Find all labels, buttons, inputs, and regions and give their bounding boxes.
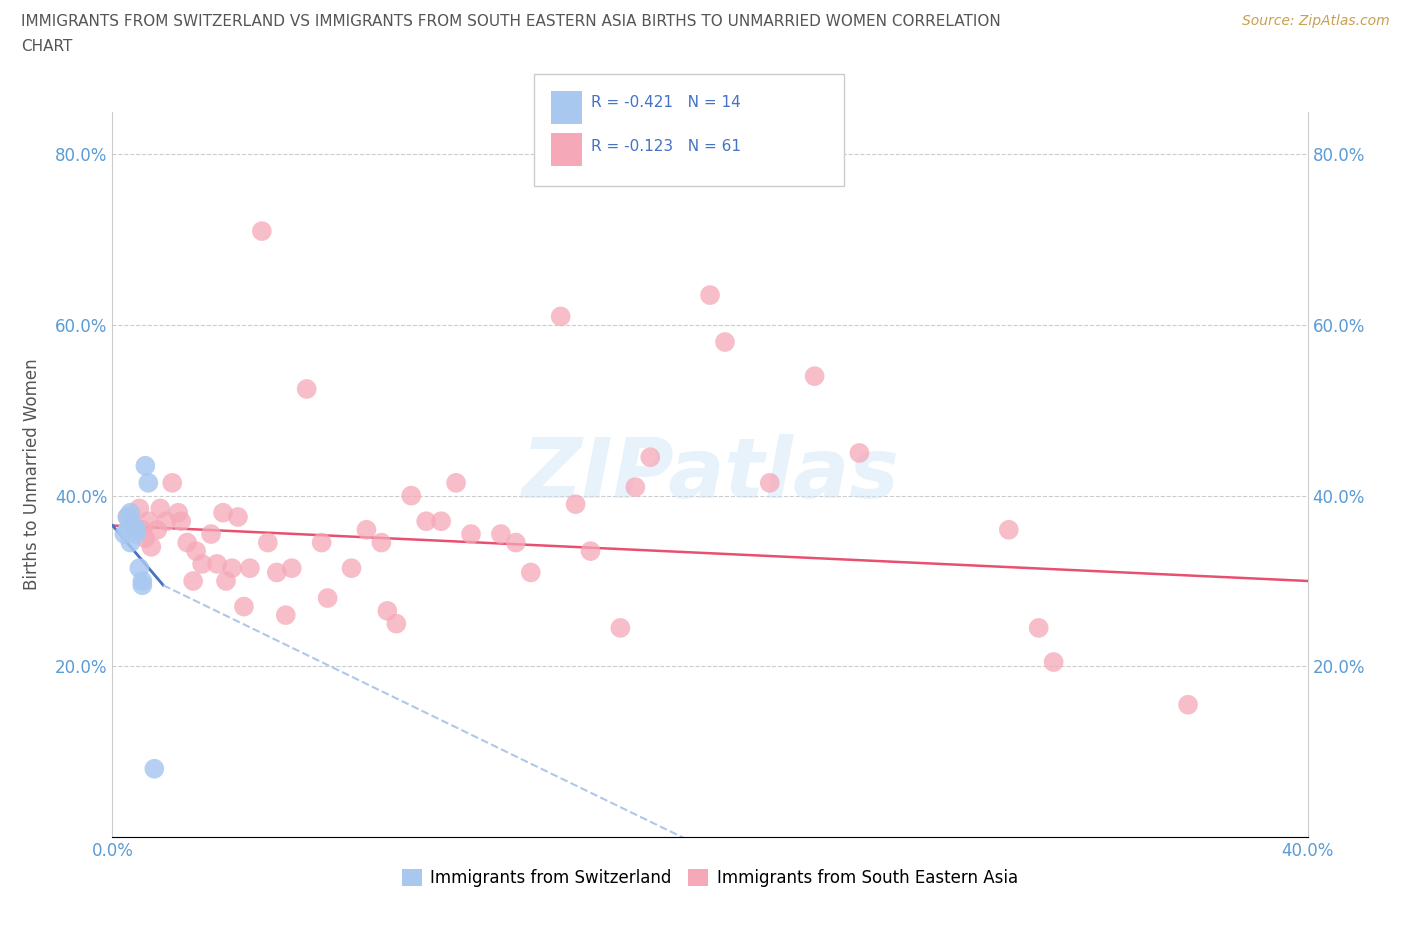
Point [505,535,527,550]
Point [146,523,169,538]
Point [340,561,363,576]
Point [125,526,148,541]
Text: Source: ZipAtlas.com: Source: ZipAtlas.com [1241,14,1389,28]
Point [295,381,318,396]
Point [998,523,1021,538]
Point [125,523,148,538]
Point [274,607,297,622]
Point [205,556,228,571]
Point [215,574,238,589]
Point [128,501,150,516]
Point [370,535,392,550]
Point [233,599,256,614]
Point [212,505,235,520]
Point [186,544,208,559]
Point [176,535,198,550]
Point [579,544,602,559]
Point [162,475,183,490]
Point [848,445,870,460]
Point [311,535,333,550]
Point [170,513,193,528]
Point [138,513,160,528]
Text: R = -0.421   N = 14: R = -0.421 N = 14 [591,95,741,110]
Point [520,565,543,580]
Point [143,762,166,777]
Point [609,620,631,635]
Point [239,561,262,576]
Point [138,475,160,490]
Point [266,565,288,580]
Point [699,287,721,302]
Point [803,368,825,383]
Text: IMMIGRANTS FROM SWITZERLAND VS IMMIGRANTS FROM SOUTH EASTERN ASIA BIRTHS TO UNMA: IMMIGRANTS FROM SWITZERLAND VS IMMIGRANT… [21,14,1001,29]
Point [221,561,243,576]
Point [257,535,280,550]
Point [120,535,142,550]
Point [460,526,482,541]
Point [1042,655,1064,670]
Point [564,497,586,512]
Point [377,604,399,618]
Point [191,556,214,571]
Point [117,523,139,538]
Text: R = -0.123   N = 61: R = -0.123 N = 61 [591,140,741,154]
Point [128,561,150,576]
Point [120,505,142,520]
Point [167,505,190,520]
Point [1177,698,1199,712]
Point [131,523,153,538]
Point [117,510,139,525]
Point [200,526,222,541]
Point [131,578,153,592]
Y-axis label: Births to Unmarried Women: Births to Unmarried Women [24,358,41,591]
Point [550,309,572,324]
Point [640,450,662,465]
Point [250,223,273,238]
Legend: Immigrants from Switzerland, Immigrants from South Eastern Asia: Immigrants from Switzerland, Immigrants … [395,862,1025,894]
Point [624,480,647,495]
Point [385,617,408,631]
Point [430,513,453,528]
Text: CHART: CHART [21,39,73,54]
Point [117,510,139,525]
Point [114,526,135,541]
Point [759,475,782,490]
Text: ZIPatlas: ZIPatlas [522,433,898,515]
Point [415,513,437,528]
Point [149,501,172,516]
Point [714,335,737,350]
Point [356,523,378,538]
Point [141,539,163,554]
Point [122,518,145,533]
Point [1028,620,1050,635]
Point [444,475,467,490]
Point [131,574,153,589]
Point [181,574,204,589]
Point [134,531,156,546]
Point [134,458,156,473]
Point [122,518,145,533]
Point [401,488,423,503]
Point [226,510,249,525]
Point [316,591,339,605]
Point [489,526,512,541]
Point [155,513,177,528]
Point [281,561,304,576]
